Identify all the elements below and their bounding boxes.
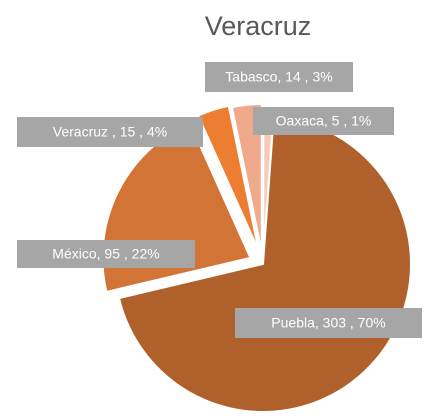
pie-slice — [117, 115, 412, 413]
pie-slice — [196, 104, 260, 252]
data-label-box — [17, 117, 203, 147]
data-label: México, 95 , 22% — [52, 246, 159, 262]
chart-title: Veracruz — [205, 11, 312, 41]
data-label: Veracruz , 15 , 4% — [53, 124, 167, 140]
data-label: Oaxaca, 5 , 1% — [276, 113, 372, 129]
data-label-box — [205, 62, 353, 92]
data-label: Tabasco, 14 , 3% — [225, 69, 332, 85]
pie-slice — [230, 103, 263, 253]
data-label: Puebla, 303 , 70% — [271, 315, 385, 331]
data-label-box — [235, 308, 422, 338]
data-label-box — [17, 240, 195, 268]
data-label-box — [253, 107, 394, 135]
